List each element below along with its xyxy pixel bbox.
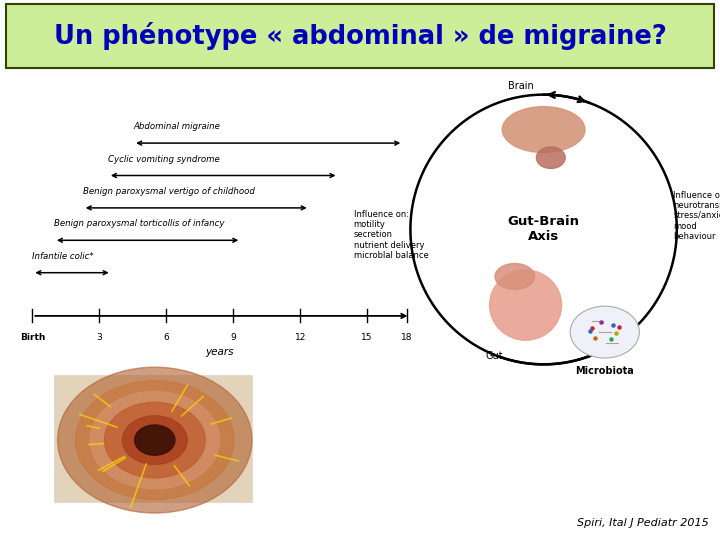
Ellipse shape bbox=[490, 270, 562, 340]
Circle shape bbox=[570, 306, 639, 358]
FancyBboxPatch shape bbox=[54, 375, 252, 502]
Text: Un phénotype « abdominal » de migraine?: Un phénotype « abdominal » de migraine? bbox=[53, 22, 667, 50]
Ellipse shape bbox=[503, 107, 585, 152]
Text: Spiri, Ital J Pediatr 2015: Spiri, Ital J Pediatr 2015 bbox=[577, 518, 709, 528]
Ellipse shape bbox=[536, 147, 565, 168]
Text: Brain: Brain bbox=[508, 80, 534, 91]
Text: Benign paroxysmal torticollis of infancy: Benign paroxysmal torticollis of infancy bbox=[54, 219, 225, 228]
Text: Microbiota: Microbiota bbox=[575, 366, 634, 376]
Circle shape bbox=[90, 392, 220, 489]
Text: Gut: Gut bbox=[486, 351, 503, 361]
FancyBboxPatch shape bbox=[6, 4, 714, 68]
Text: 3: 3 bbox=[96, 333, 102, 342]
Text: 18: 18 bbox=[401, 333, 413, 342]
Text: Influence on:
neurotransmitters
stress/anxiety
mood
behaviour: Influence on: neurotransmitters stress/a… bbox=[673, 191, 720, 241]
Text: Influence on:
motility
secretion
nutrient delivery
microblal balance: Influence on: motility secretion nutrien… bbox=[354, 210, 428, 260]
Text: 9: 9 bbox=[230, 333, 236, 342]
Text: Birth: Birth bbox=[19, 333, 45, 342]
Text: 15: 15 bbox=[361, 333, 373, 342]
Text: Benign paroxysmal vertigo of childhood: Benign paroxysmal vertigo of childhood bbox=[83, 187, 255, 196]
Text: Cyclic vomiting syndrome: Cyclic vomiting syndrome bbox=[108, 154, 220, 164]
Text: Gut-Brain
Axis: Gut-Brain Axis bbox=[508, 215, 580, 244]
Circle shape bbox=[122, 416, 187, 464]
Circle shape bbox=[76, 381, 234, 500]
Circle shape bbox=[135, 425, 175, 455]
Circle shape bbox=[104, 402, 205, 478]
Circle shape bbox=[58, 367, 252, 513]
Ellipse shape bbox=[495, 264, 534, 289]
Text: 6: 6 bbox=[163, 333, 169, 342]
Text: years: years bbox=[205, 347, 234, 357]
Text: Infantile colic*: Infantile colic* bbox=[32, 252, 94, 261]
Text: Abdominal migraine: Abdominal migraine bbox=[133, 122, 220, 131]
Text: 12: 12 bbox=[294, 333, 306, 342]
